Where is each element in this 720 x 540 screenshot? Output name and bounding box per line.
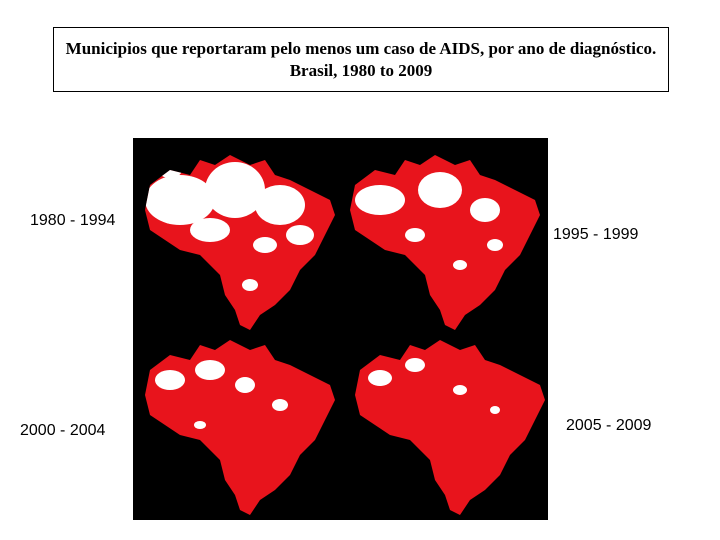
period-label: 2005 - 2009 bbox=[566, 417, 652, 434]
map-2005-2009 bbox=[355, 340, 545, 515]
map-1995-1999 bbox=[350, 155, 540, 330]
period-label: 1980 - 1994 bbox=[30, 212, 116, 229]
slide-title: Municipios que reportaram pelo menos um … bbox=[53, 27, 669, 92]
map-2000-2004 bbox=[145, 340, 335, 515]
period-label: 1995 - 1999 bbox=[553, 226, 639, 243]
map-1980-1994 bbox=[145, 155, 335, 330]
period-label: 2000 - 2004 bbox=[20, 422, 106, 439]
